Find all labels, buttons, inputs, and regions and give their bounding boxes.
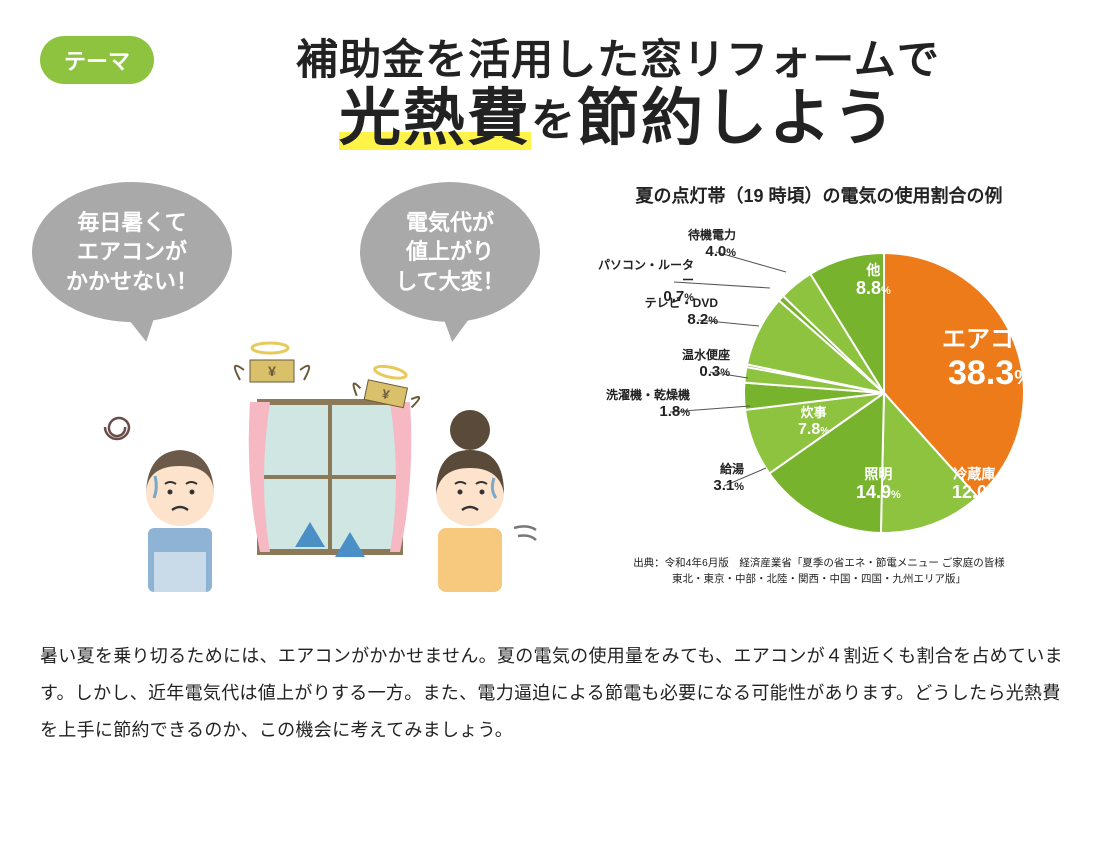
chart-title: 夏の点灯帯（19 時頃）の電気の使用割合の例	[574, 182, 1064, 208]
chart-label-external: 待機電力4.0%	[636, 228, 736, 262]
title-rest: 節約しよう	[577, 84, 897, 153]
man-icon	[146, 450, 214, 592]
bubble-text: エアコンが	[77, 239, 187, 264]
chart-label-internal: 冷蔵庫12.0%	[952, 466, 997, 503]
chart-label-external: 給湯3.1%	[644, 462, 744, 496]
chart-label-external: 洗濯機・乾燥機1.8%	[590, 388, 690, 422]
bubble-text: して大変！	[395, 269, 504, 294]
title-line-1: 補助金を活用した窓リフォームで	[172, 26, 1064, 87]
bubble-text: 電気代が	[406, 210, 494, 235]
middle-section: 毎日暑くて エアコンが かかせない！ 電気代が 値上がり して大変！	[40, 182, 1064, 612]
chart-label-external: 温水便座0.3%	[630, 348, 730, 382]
speech-bubble-right: 電気代が 値上がり して大変！	[360, 182, 540, 322]
theme-badge: テーマ	[40, 36, 154, 84]
bubble-text: かかせない！	[66, 269, 198, 294]
source-line: 出典：令和4年6月版 経済産業省「夏季の省エネ・節電メニュー ご家庭の皆様	[633, 557, 1005, 569]
header: テーマ 補助金を活用した窓リフォームで 光熱費を節約しよう	[40, 26, 1064, 154]
woman-icon	[436, 410, 536, 592]
title-line-2: 光熱費を節約しよう	[172, 83, 1064, 154]
illustration-column: 毎日暑くて エアコンが かかせない！ 電気代が 値上がり して大変！	[40, 182, 564, 612]
speech-bubble-left: 毎日暑くて エアコンが かかせない！	[32, 182, 232, 322]
title-particle: を	[531, 96, 577, 145]
chart-column: 夏の点灯帯（19 時頃）の電気の使用割合の例 待機電力4.0%パソコン・ルーター…	[574, 182, 1064, 612]
bubble-text: 毎日暑くて	[77, 210, 186, 235]
title-highlight: 光熱費	[339, 83, 531, 154]
svg-text:¥: ¥	[268, 363, 276, 379]
body-paragraph: 暑い夏を乗り切るためには、エアコンがかかせません。夏の電気の使用量をみても、エア…	[40, 638, 1064, 749]
source-line: 東北・東京・中部・北陸・関西・中国・四国・九州エリア版」	[672, 573, 966, 585]
chart-label-internal: 他8.8%	[856, 262, 891, 299]
couple-window-illustration: ¥ ¥	[70, 332, 560, 602]
pie-chart: 待機電力4.0%パソコン・ルーター0.7%テレビ・DVD8.2%温水便座0.3%…	[574, 218, 1064, 548]
title-block: 補助金を活用した窓リフォームで 光熱費を節約しよう	[172, 26, 1064, 154]
chart-label-internal: 炊事7.8%	[798, 406, 829, 439]
chart-label-external: テレビ・DVD8.2%	[618, 296, 718, 330]
chart-label-internal: 照明14.9%	[856, 466, 901, 503]
chart-source: 出典：令和4年6月版 経済産業省「夏季の省エネ・節電メニュー ご家庭の皆様 東北…	[574, 556, 1064, 588]
bubble-text: 値上がり	[406, 239, 494, 264]
chart-label-internal: エアコン38.3%	[942, 326, 1038, 393]
